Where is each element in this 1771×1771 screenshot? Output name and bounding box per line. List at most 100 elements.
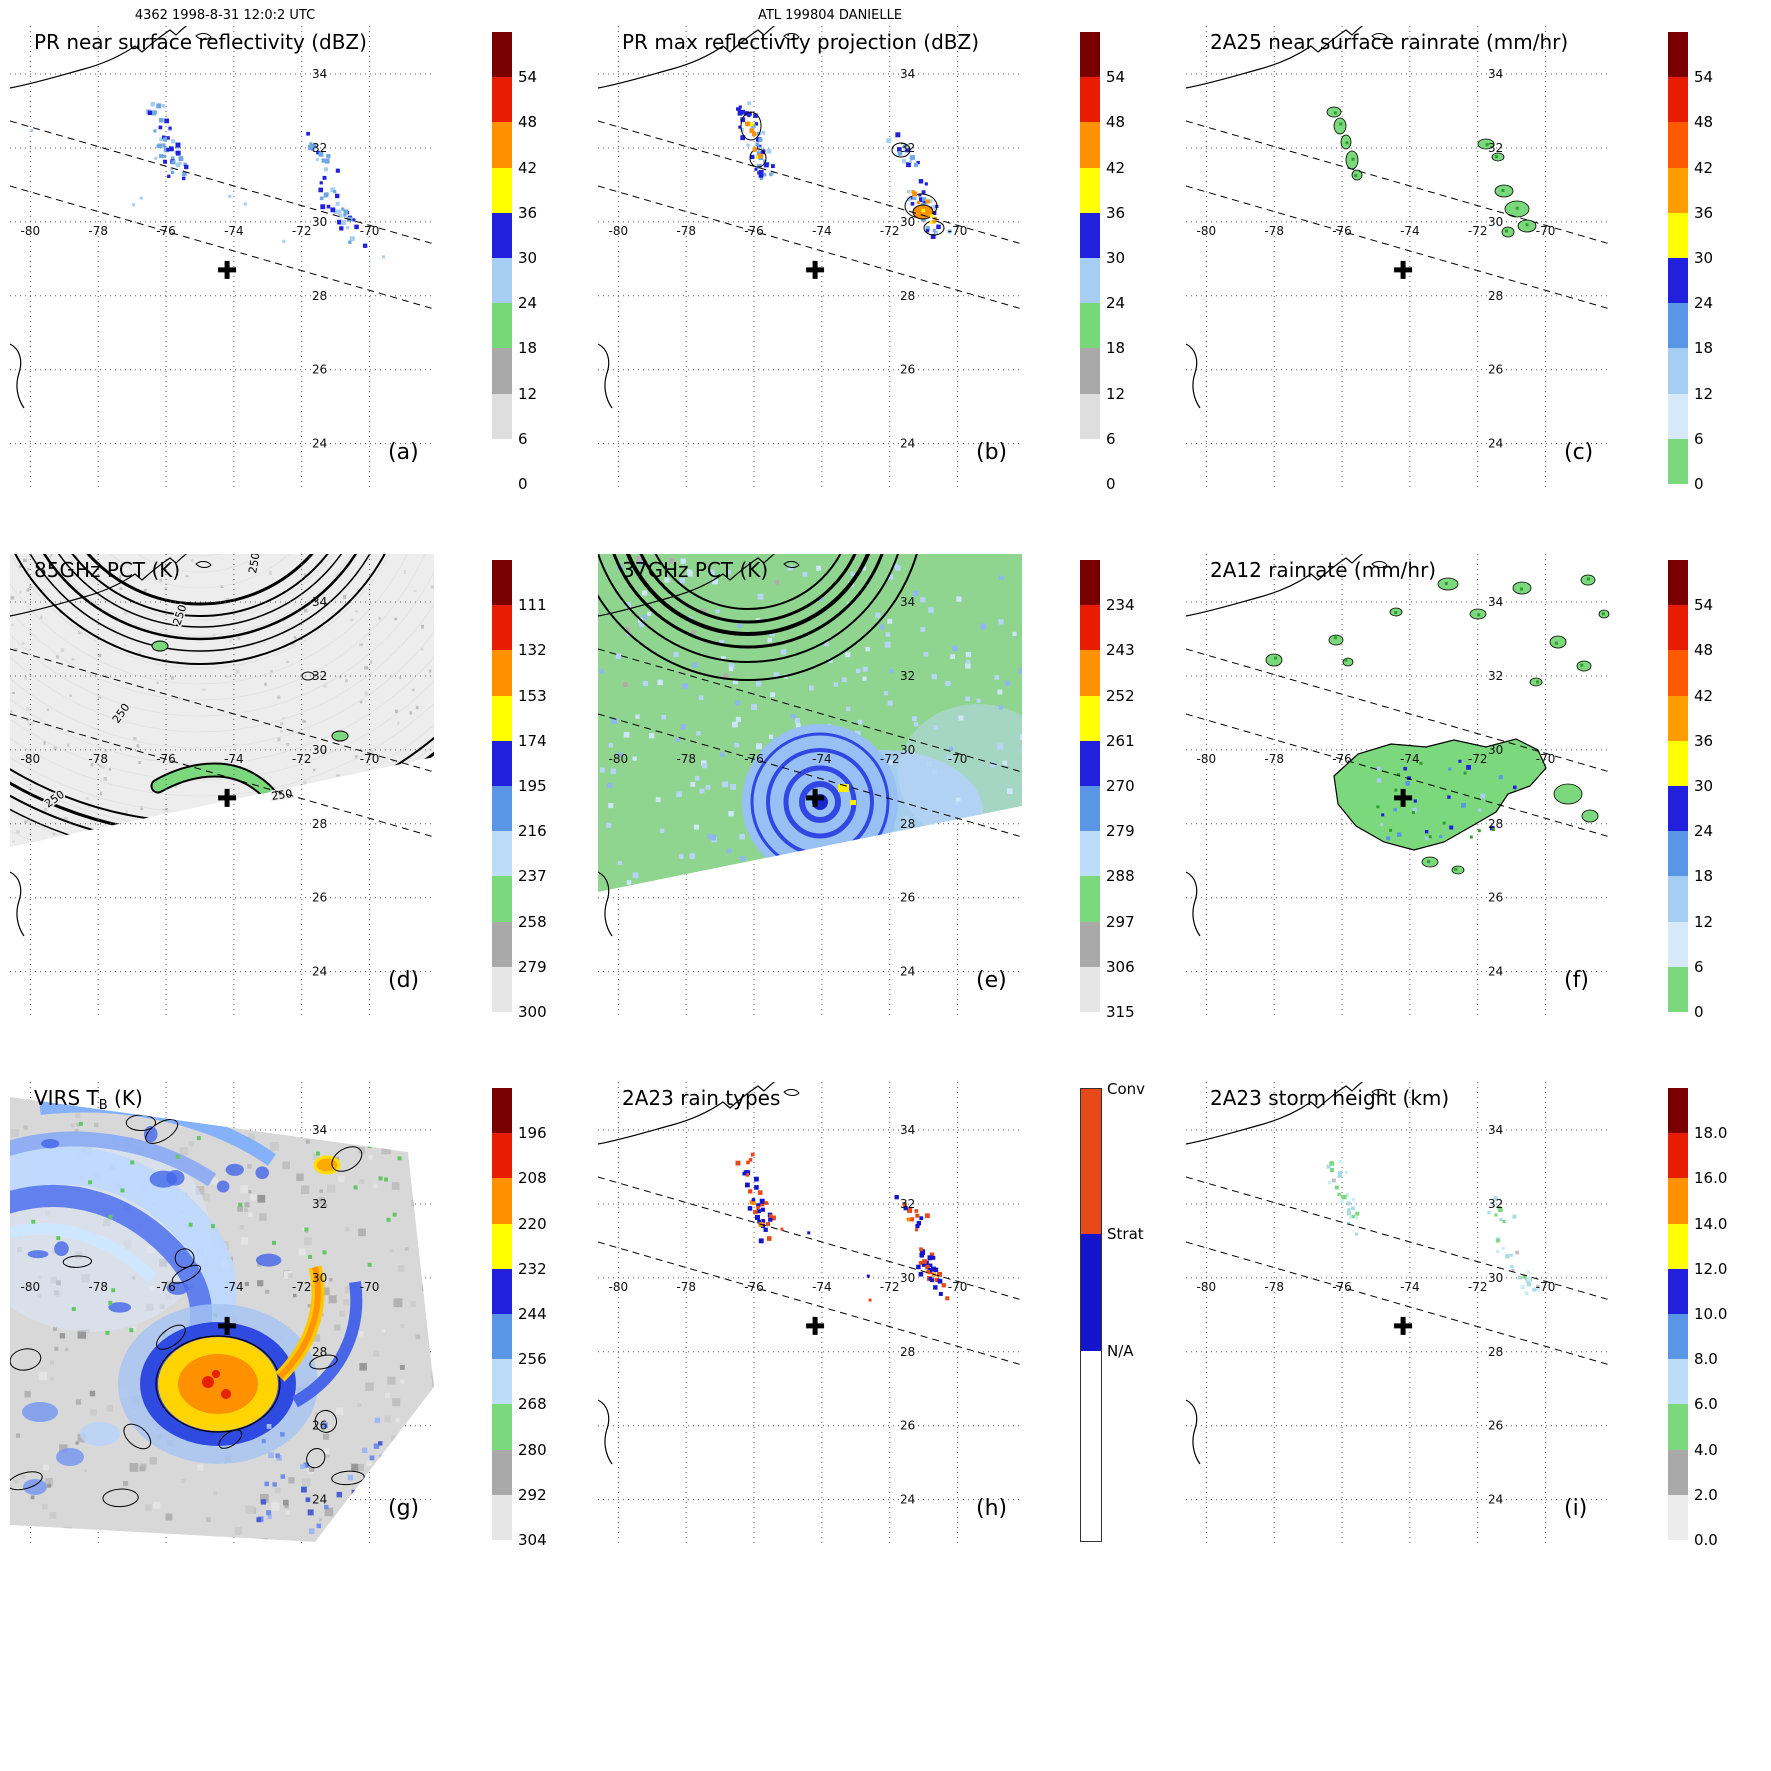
colorbar-segment — [492, 1449, 512, 1495]
lon-tick-label: -76 — [1332, 224, 1352, 238]
colorbar-segment — [1080, 303, 1100, 349]
lon-tick-label: -70 — [948, 752, 968, 766]
lon-tick-label: -80 — [609, 224, 629, 238]
colorbar-segment — [1668, 167, 1688, 213]
colorbar-segment — [492, 1088, 512, 1134]
colorbar-segment — [1668, 212, 1688, 258]
colorbar-segment — [492, 258, 512, 304]
colorbar-tick-label: 261 — [1106, 731, 1135, 750]
lat-tick-label: 24 — [900, 965, 915, 979]
coastline — [1186, 554, 1388, 937]
lat-tick-label: 28 — [1488, 1345, 1503, 1359]
panel-title: 2A25 near surface rainrate (mm/hr) — [1210, 30, 1569, 54]
colorbar-segment — [492, 695, 512, 741]
lon-tick-label: -78 — [88, 224, 108, 238]
colorbar-tick-label: 30 — [1106, 249, 1126, 267]
rain-cells — [736, 101, 952, 239]
colorbar-tick-label: 232 — [518, 1259, 547, 1278]
colorbar: 54 48 42 36 30 24 18 12 6 0 — [492, 32, 537, 493]
colorbar-tick-label: 256 — [518, 1350, 547, 1369]
colorbar-segment — [492, 650, 512, 696]
lat-tick-label: 26 — [1488, 1419, 1503, 1433]
colorbar-tick-label: 12.0 — [1694, 1259, 1728, 1278]
colorbar-segment — [492, 786, 512, 832]
colorbar-segment — [1080, 740, 1100, 786]
lon-tick-label: -70 — [360, 752, 380, 766]
colorbar-tick-label: 30 — [1694, 249, 1714, 267]
map-plot: -80 -78 -76 -74 -72 -70 34 32 30 28 26 24 — [1186, 26, 1610, 488]
lat-tick-label: 26 — [900, 1419, 915, 1433]
lon-tick-label: -70 — [360, 1280, 380, 1294]
colorbar-segment — [492, 1359, 512, 1405]
colorbar-segment — [1668, 921, 1688, 967]
lat-tick-label: 24 — [1488, 437, 1503, 451]
virs-image — [10, 1097, 434, 1542]
coastline — [598, 554, 800, 937]
colorbar-tick-label: 24 — [518, 294, 538, 313]
lat-tick-label: 26 — [1488, 891, 1503, 905]
swath-edge-lines — [10, 648, 434, 838]
lon-tick-label: -80 — [21, 1280, 41, 1294]
lon-tick-label: -72 — [292, 752, 312, 766]
lon-tick-label: -76 — [744, 752, 764, 766]
colorbar-tick-label: 252 — [1106, 686, 1135, 705]
axis-tick-labels: -80 -78 -76 -74 -72 -70 34 32 30 28 26 24 — [609, 67, 968, 451]
orbit-datetime-label: 4362 1998-8-31 12:0:2 UTC — [134, 8, 316, 23]
lat-tick-label: 30 — [1488, 743, 1503, 757]
colorbar-tick-label: 36 — [1694, 731, 1714, 750]
lat-tick-label: 24 — [312, 437, 327, 451]
colorbar-tick-label: 0 — [1106, 475, 1116, 493]
lon-tick-label: -74 — [1400, 1280, 1420, 1294]
colorbar-tick-label: 280 — [518, 1440, 547, 1459]
storm-center-cross — [806, 260, 825, 279]
lon-tick-label: -72 — [1468, 224, 1488, 238]
panel-letter: (a) — [388, 440, 419, 465]
colorbar-tick-label: 36 — [518, 203, 538, 222]
coastline — [598, 1082, 800, 1465]
lat-tick-label: 28 — [900, 1345, 915, 1359]
colorbar-tick-label: 54 — [1106, 68, 1126, 87]
colorbar-tick-label: 292 — [518, 1485, 547, 1504]
map-plot: -80 -78 -76 -74 -72 -70 34 32 30 28 26 24 — [598, 1082, 1022, 1544]
colorbar-segment — [492, 1223, 512, 1269]
colorbar-segment — [1080, 605, 1100, 651]
colorbar-tick-label: 258 — [518, 912, 547, 931]
lat-tick-label: 30 — [312, 1271, 327, 1285]
colorbar-segment — [1080, 348, 1100, 394]
colorbar: 196 208 220 232 244 256 268 280 292 304 — [492, 1088, 547, 1549]
rain-cells — [1326, 106, 1537, 238]
colorbar-tick-label: 208 — [518, 1169, 547, 1188]
colorbar-segment — [492, 303, 512, 349]
colorbar-tick-label: 36 — [1694, 203, 1714, 222]
colorbar-tick-label: 111 — [518, 596, 547, 615]
contour-label: 250 — [271, 787, 294, 803]
map-plot: -80 -78 -76 -74 -72 -70 34 32 30 28 26 24 — [1186, 1082, 1610, 1544]
colorbar-segment — [492, 876, 512, 922]
lat-tick-label: 32 — [1488, 141, 1503, 155]
lon-tick-label: -80 — [1197, 224, 1217, 238]
colorbar-segment — [1668, 786, 1688, 832]
grid-lines — [1186, 1082, 1610, 1544]
colorbar-segment — [1080, 122, 1100, 168]
colorbar-segment — [492, 438, 512, 484]
panel-letter: (f) — [1564, 968, 1589, 993]
coastline — [1186, 1082, 1388, 1465]
lon-tick-label: -74 — [224, 224, 244, 238]
lat-tick-label: 32 — [312, 1197, 327, 1211]
colorbar-tick-label: 279 — [518, 957, 547, 976]
lat-tick-label: 28 — [312, 1345, 327, 1359]
lat-tick-label: 26 — [900, 891, 915, 905]
panel-letter: (b) — [976, 440, 1008, 465]
colorbar-tick-label: 12 — [518, 384, 538, 403]
lat-tick-label: 28 — [312, 817, 327, 831]
colorbar-tick-label: 216 — [518, 822, 547, 841]
lon-tick-label: -80 — [609, 752, 629, 766]
colorbar-segment — [1668, 650, 1688, 696]
lon-tick-label: -74 — [224, 1280, 244, 1294]
pct37-image — [598, 554, 1022, 892]
colorbar-tick-label: 36 — [1106, 203, 1126, 222]
lat-tick-label: 24 — [900, 1493, 915, 1507]
lon-tick-label: -74 — [1400, 224, 1420, 238]
